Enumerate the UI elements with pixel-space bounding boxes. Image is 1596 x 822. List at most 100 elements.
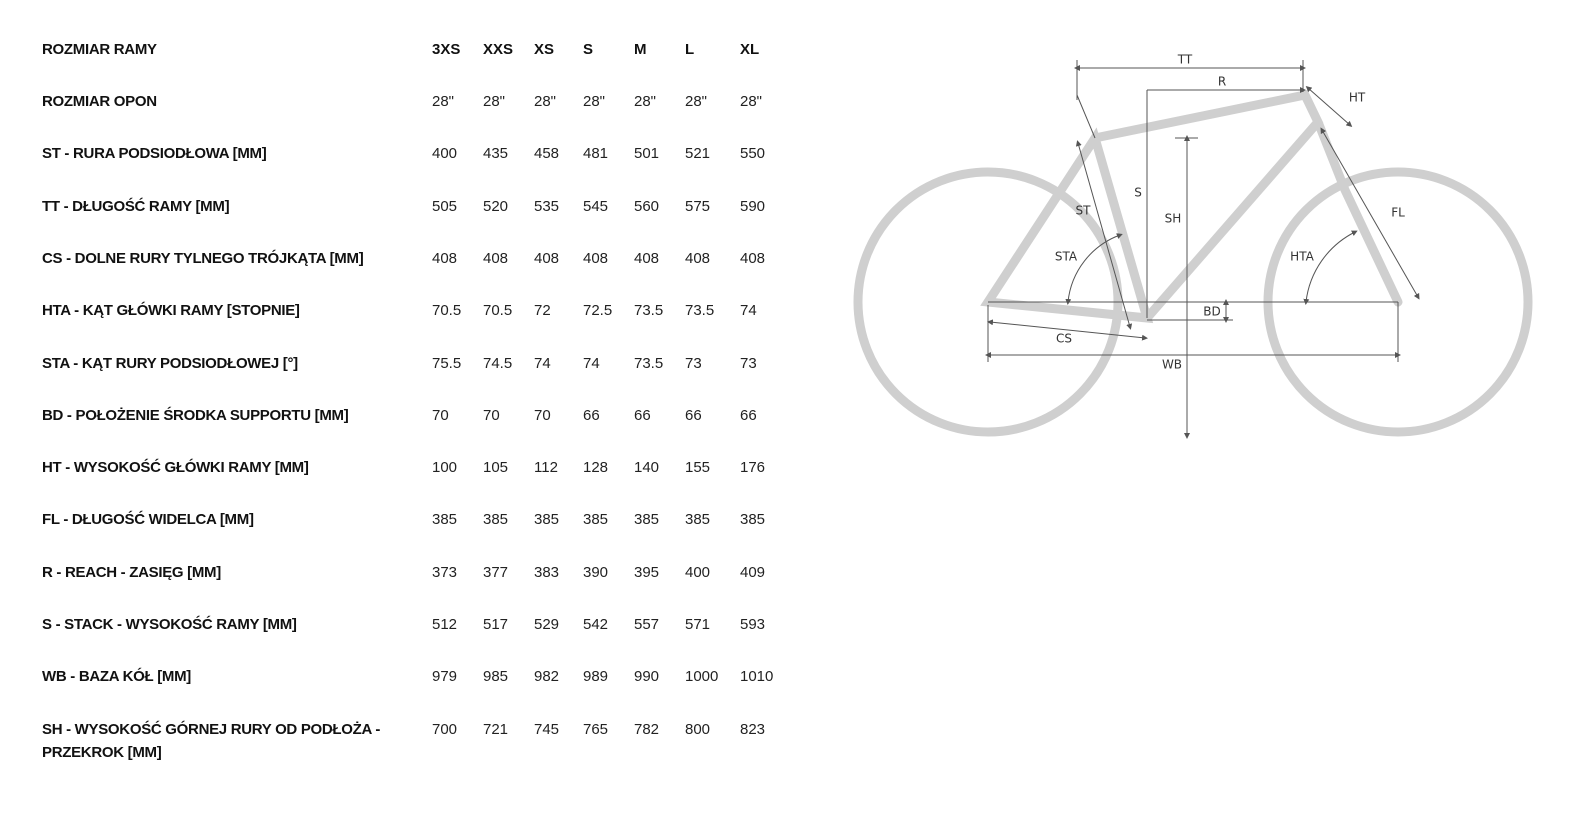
size-header: XXS: [483, 41, 514, 58]
row-label: HTA - KĄT GŁÓWKI RAMY [STOPNIE]: [42, 302, 300, 320]
cell-value: 73: [685, 354, 702, 372]
size-header: M: [634, 41, 647, 58]
cell-value: 176: [740, 459, 766, 477]
cell-value: 28": [534, 93, 557, 110]
cell-value: 75.5: [432, 354, 462, 372]
row-label: FL - DŁUGOŚĆ WIDELCA [MM]: [42, 511, 254, 529]
label-cs: CS: [1056, 332, 1072, 346]
cell-value: 28": [483, 93, 506, 110]
cell-value: 395: [634, 563, 660, 581]
cell-value: 408: [432, 249, 458, 267]
cell-value: 70: [432, 406, 449, 424]
label-sh: SH: [1165, 212, 1182, 226]
cell-value: 985: [483, 668, 509, 686]
cell-value: 745: [534, 720, 560, 738]
cell-value: 385: [534, 511, 560, 529]
cell-value: 66: [685, 406, 702, 424]
cell-value: 28": [634, 93, 657, 110]
row-label: ROZMIAR OPON: [42, 93, 157, 110]
cell-value: 112: [534, 459, 558, 477]
label-tt: TT: [1177, 53, 1193, 67]
header-label: ROZMIAR RAMY: [42, 41, 157, 58]
row-label: R - REACH - ZASIĘG [MM]: [42, 563, 221, 581]
label-hta: HTA: [1290, 250, 1314, 264]
bike-diagram: TT R HT S SH ST STA HTA FL BD CS WB: [853, 53, 1533, 439]
row-label: STA - KĄT RURY PODSIODŁOWEJ [°]: [42, 354, 298, 372]
cell-value: 1010: [740, 668, 774, 686]
frame: [980, 89, 1403, 324]
cell-value: 1000: [685, 668, 719, 686]
label-sta: STA: [1055, 250, 1078, 264]
cell-value: 575: [685, 197, 711, 215]
cell-value: 593: [740, 616, 766, 633]
cell-value: 100: [432, 459, 458, 477]
cell-value: 28": [432, 93, 455, 110]
cell-value: 408: [634, 249, 660, 267]
cell-value: 383: [534, 563, 560, 581]
cell-value: 435: [483, 145, 509, 163]
row-label: SH - WYSOKOŚĆ GÓRNEJ RURY OD PODŁOŻA - P…: [42, 720, 381, 761]
cell-value: 400: [685, 563, 711, 581]
cell-value: 66: [740, 406, 757, 424]
cell-value: 505: [432, 197, 458, 215]
cell-value: 590: [740, 197, 766, 215]
cell-value: 520: [483, 197, 509, 215]
cell-value: 823: [740, 720, 766, 738]
cell-value: 74: [534, 354, 551, 372]
cell-value: 458: [534, 145, 560, 163]
cell-value: 373: [432, 563, 458, 581]
cell-value: 72: [534, 302, 551, 320]
label-fl: FL: [1391, 206, 1405, 220]
cell-value: 73.5: [685, 302, 715, 320]
size-header: XS: [534, 41, 555, 58]
cell-value: 979: [432, 668, 458, 686]
cell-value: 535: [534, 197, 560, 215]
cell-value: 700: [432, 720, 458, 738]
row-label: S - STACK - WYSOKOŚĆ RAMY [MM]: [42, 616, 297, 633]
row-label: HT - WYSOKOŚĆ GŁÓWKI RAMY [MM]: [42, 459, 309, 477]
cell-value: 377: [483, 563, 509, 581]
label-ht: HT: [1349, 91, 1366, 105]
label-wb: WB: [1162, 358, 1182, 372]
cell-value: 385: [483, 511, 509, 529]
row-label: WB - BAZA KÓŁ [MM]: [42, 668, 192, 686]
cell-value: 385: [685, 511, 711, 529]
cell-value: 155: [685, 459, 711, 477]
cell-value: 982: [534, 668, 560, 686]
cell-value: 390: [583, 563, 609, 581]
cell-value: 70.5: [483, 302, 513, 320]
cell-value: 73.5: [634, 354, 664, 372]
size-header: S: [583, 41, 594, 58]
geometry-table: ROZMIAR RAMY 3XS XXS XS S M L XL ROZMIAR OPON 28"…: [42, 41, 774, 761]
row-label: ST - RURA PODSIODŁOWA [MM]: [42, 145, 267, 163]
cell-value: 409: [740, 563, 766, 581]
cell-value: 550: [740, 145, 766, 163]
cell-value: 385: [432, 511, 458, 529]
cell-value: 70: [483, 406, 500, 424]
cell-value: 70.5: [432, 302, 462, 320]
size-header: L: [685, 41, 695, 58]
cell-value: 400: [432, 145, 458, 163]
label-bd: BD: [1203, 305, 1220, 319]
cell-value: 529: [534, 616, 560, 633]
cell-value: 408: [740, 249, 766, 267]
cell-value: 542: [583, 616, 609, 633]
cell-value: 408: [534, 249, 560, 267]
cell-value: 557: [634, 616, 660, 633]
cell-value: 105: [483, 459, 509, 477]
label-st: ST: [1076, 204, 1092, 218]
cell-value: 70: [534, 406, 551, 424]
cell-value: 545: [583, 197, 609, 215]
cell-value: 512: [432, 616, 458, 633]
cell-value: 28": [685, 93, 708, 110]
cell-value: 989: [583, 668, 609, 686]
cell-value: 66: [583, 406, 600, 424]
size-header: 3XS: [432, 41, 461, 58]
cell-value: 408: [483, 249, 509, 267]
cell-value: 385: [634, 511, 660, 529]
cell-value: 385: [583, 511, 609, 529]
cell-value: 721: [483, 720, 509, 738]
row-label: BD - POŁOŻENIE ŚRODKA SUPPORTU [MM]: [42, 406, 349, 424]
cell-value: 408: [583, 249, 609, 267]
cell-value: 28": [583, 93, 606, 110]
